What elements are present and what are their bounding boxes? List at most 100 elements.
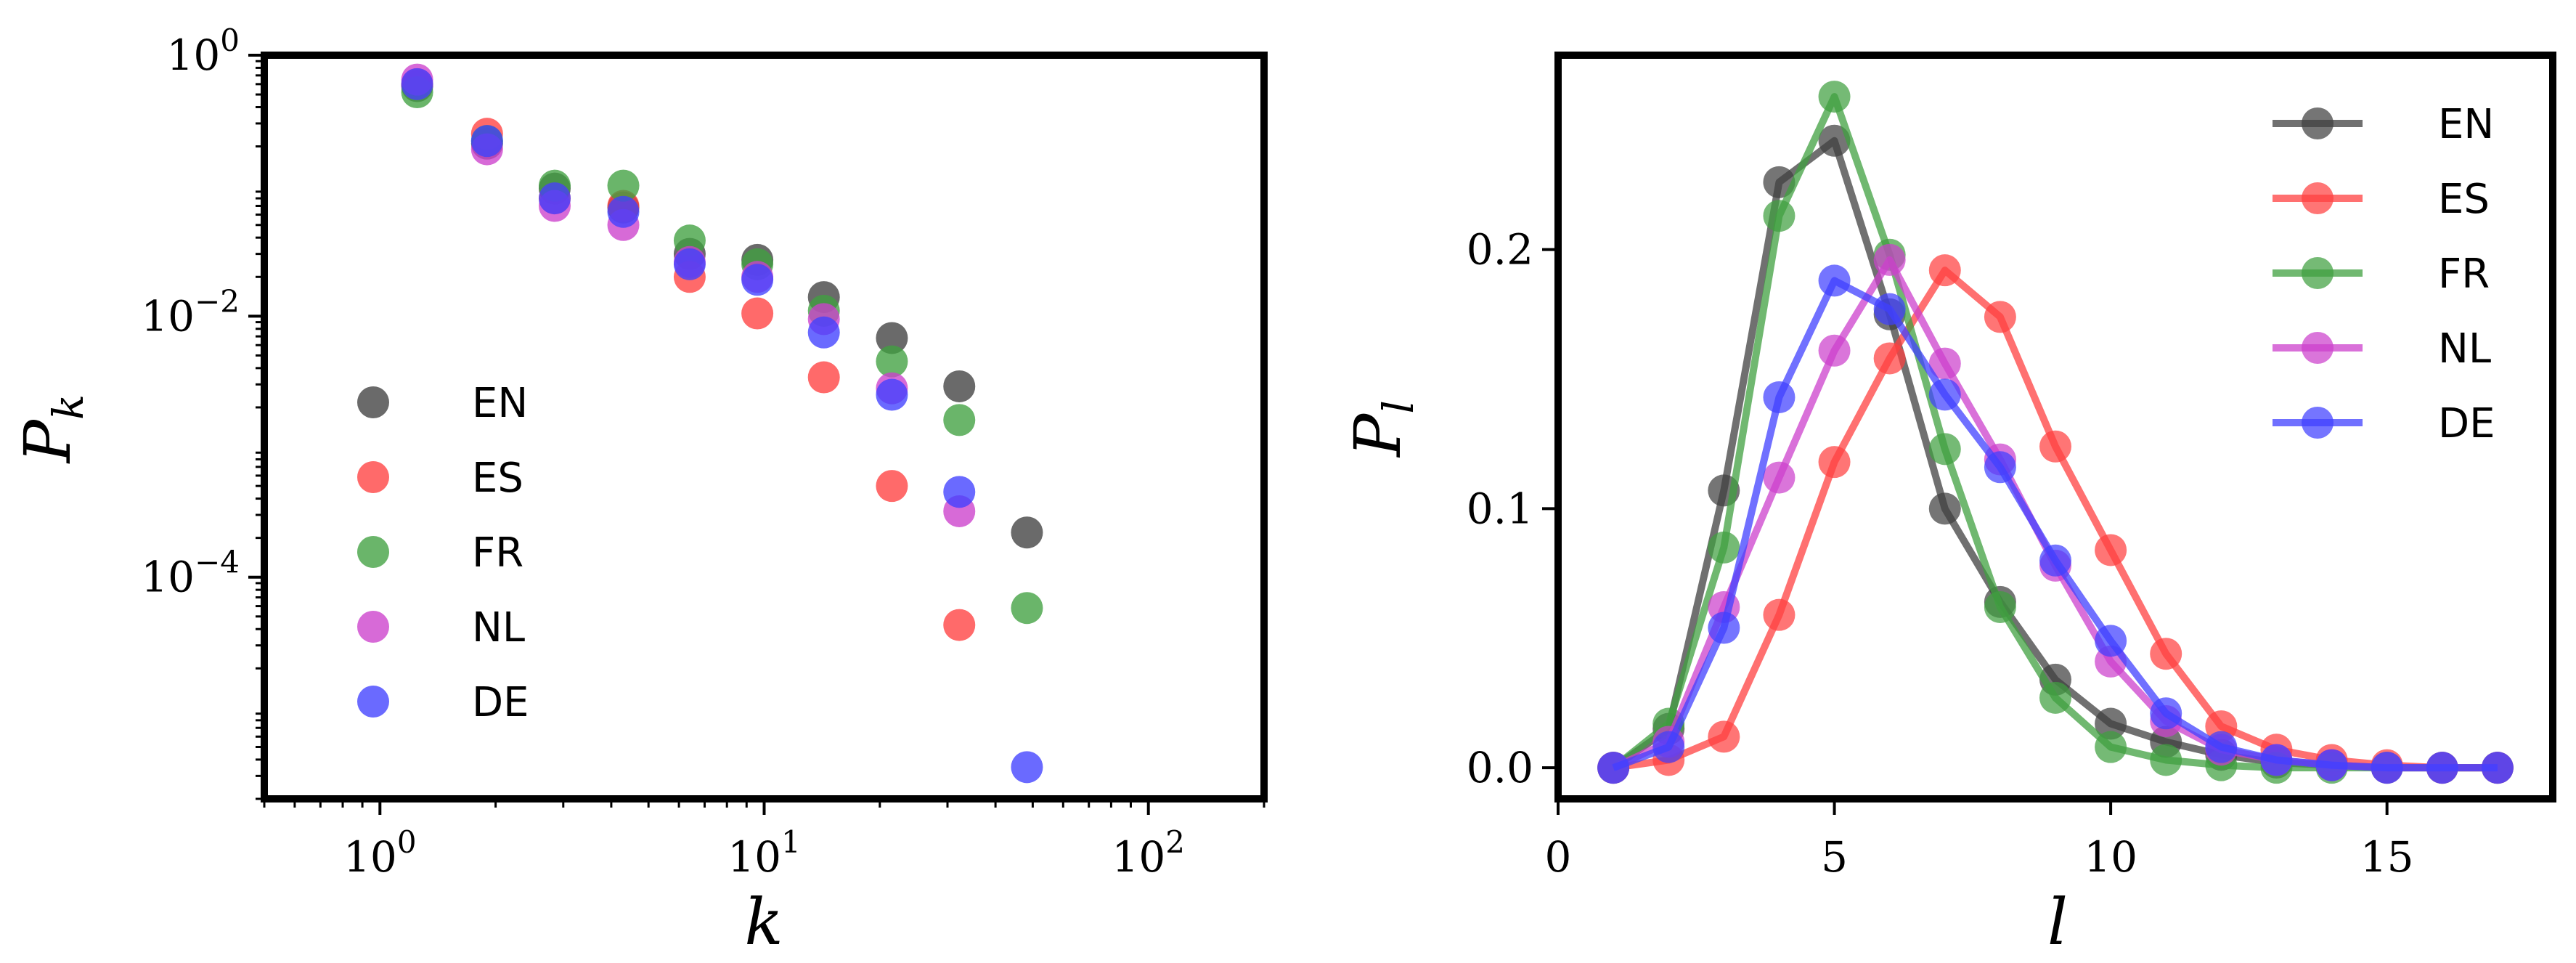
data-point-nl [1928,347,1961,380]
data-point-de [607,195,640,228]
x-axis-title: l [2047,885,2068,959]
data-point-en [1818,124,1851,157]
data-point-de [401,68,433,100]
data-point-de [2260,744,2293,776]
data-point-es [2039,430,2071,463]
x-tick-label: 0 [1545,832,1572,882]
y-axis-title: Pl [1340,400,1423,458]
x-tick-label: 10 [2084,832,2137,882]
legend-marker-fr [357,536,389,568]
data-point-de [1818,264,1851,297]
data-point-de [1763,381,1796,413]
data-point-fr [1928,433,1961,466]
data-point-fr [1818,81,1851,113]
data-point-de [1928,378,1961,411]
data-point-de [1597,752,1630,784]
y-tick-label: 0.2 [1467,225,1533,275]
data-point-de [2205,731,2238,763]
data-point-fr [876,345,908,378]
panel-right-length-distribution: 0 5 10 15 0.0 0.1 0.2 EN ES FR NL DE l Pl [1340,52,2556,959]
data-point-de [1652,731,1685,763]
data-point-de [741,264,774,296]
legend-label-fr: FR [2438,251,2490,298]
x-tick-label: 101 [727,824,801,882]
data-point-fr [1763,200,1796,232]
legend-marker-nl [2302,332,2334,364]
legend-marker-de [2302,407,2334,439]
legend-label-nl: NL [2438,325,2491,373]
data-point-de [2426,752,2458,784]
data-point-fr [1984,590,2016,623]
data-point-fr [1011,592,1043,625]
data-point-de [2095,625,2127,657]
data-point-en [1928,492,1961,525]
data-point-es [1818,446,1851,479]
data-point-nl [1763,461,1796,494]
legend-marker-nl [357,611,389,643]
legend: EN ES FR NL DE [2273,101,2495,447]
data-point-de [470,125,503,158]
data-point-de [1873,293,1906,325]
x-tick-label: 102 [1112,824,1185,882]
data-point-es [2095,534,2127,566]
data-point-es [1984,301,2016,333]
data-point-de [673,248,706,280]
legend-label-en: EN [2438,101,2494,148]
data-point-de [2371,752,2403,784]
data-point-de [2150,697,2182,730]
y-tick-label: 0.0 [1467,743,1533,792]
legend-label-en: EN [472,380,528,427]
data-point-de [539,182,571,215]
y-tick-label: 10−2 [141,283,240,341]
data-point-es [1708,720,1740,753]
data-point-fr [2095,731,2127,763]
x-tick-label: 5 [1821,832,1848,882]
data-point-en [1011,516,1043,549]
data-point-es [1763,598,1796,631]
data-point-es [1928,254,1961,287]
data-point-es [2150,638,2182,670]
y-tick-label: 0.1 [1467,484,1533,533]
data-point-de [1011,751,1043,784]
data-point-de [2315,749,2348,781]
legend-label-de: DE [472,679,529,726]
data-point-en [876,322,908,354]
legend-marker-es [357,461,389,493]
data-point-de [807,316,840,349]
data-point-de [2481,752,2514,784]
y-tick-label: 100 [166,23,240,80]
y-tick-label: 10−4 [141,545,240,602]
data-point-nl [1873,243,1906,276]
data-point-de [876,378,908,411]
legend-marker-es [2302,182,2334,214]
legend-label-es: ES [472,455,523,502]
data-point-fr [2150,744,2182,776]
legend-marker-en [357,386,389,418]
data-point-es [876,470,908,503]
data-point-de [1984,451,2016,484]
legend-label-es: ES [2438,176,2490,223]
legend-label-de: DE [2438,400,2495,447]
data-point-es [943,609,976,641]
legend-label-fr: FR [472,529,523,577]
data-point-fr [943,404,976,436]
data-point-de [2039,544,2071,577]
data-point-en [943,370,976,402]
plot-frame [261,52,1268,802]
x-axis-title: k [744,885,783,959]
data-point-fr [607,169,640,202]
legend-marker-en [2302,107,2334,139]
data-point-fr [1708,531,1740,564]
x-tick-label: 15 [2360,832,2414,882]
y-axis-title: Pk [10,394,93,464]
legend: EN ES FR NL DE [357,380,529,726]
x-tick-label: 100 [343,824,417,882]
data-point-de [1708,611,1740,644]
data-point-es [807,361,840,394]
data-point-es [1873,342,1906,375]
legend-label-nl: NL [472,604,525,651]
legend-marker-de [357,686,389,718]
panel-left-degree-distribution: 100 101 102 100 10−2 10−4 EN ES FR NL DE k Pk [10,23,1268,959]
plot-frame [1554,52,2556,802]
